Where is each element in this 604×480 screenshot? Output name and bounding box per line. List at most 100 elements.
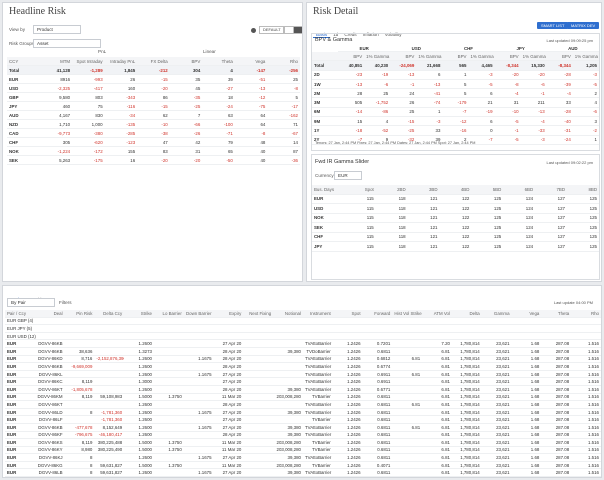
- table-cell: -8,344: [494, 60, 521, 71]
- table-cell: 1.2426: [332, 408, 363, 417]
- table-row[interactable]: EUR DGVV-86LD 8 -1,781,360 1.2600 1.1675 27 Ap…: [5, 408, 601, 417]
- table-row[interactable]: EUR DGVV-86KY 8,980 380,225,490 1.5000 1.3750…: [5, 446, 601, 455]
- table-row[interactable]: EUR DGVV-86KL 1.2600 1.1675 27 Apr 20 TVAttoB…: [5, 370, 601, 379]
- table-cell: 203,008,280: [273, 446, 303, 455]
- table-cell: 0: [468, 125, 495, 136]
- currency-header: USD: [390, 46, 443, 52]
- table-cell: -25: [390, 125, 417, 136]
- table-cell: AUD: [7, 110, 40, 120]
- table-cell: 4: [364, 116, 391, 127]
- table-row[interactable]: EUR DGVV-86KG 8 59,631,827 1.5000 1.3750 11 Ma…: [5, 461, 601, 470]
- table-cell: 4: [202, 65, 235, 75]
- table-cell: 1.2426: [332, 339, 363, 348]
- table-cell: -9,669,009: [64, 362, 95, 371]
- table-row: Total 40,851 40,230 -24,069 21,668 565 4,465 -8…: [312, 60, 599, 71]
- table-cell: 1.2426: [332, 453, 363, 462]
- table-cell: 1.2426: [332, 438, 363, 447]
- table-cell: 1.1675: [183, 453, 214, 462]
- table-cell: 1,780,814: [451, 415, 482, 424]
- table: Pair / Ccy Deal Pin Risk Delta Ccy Strike Lo …: [5, 310, 601, 477]
- default-button[interactable]: DEFAULT: [259, 26, 285, 34]
- tab[interactable]: Volatility: [384, 32, 402, 37]
- table-cell: 121: [407, 241, 440, 252]
- tab[interactable]: Basis: [313, 32, 331, 38]
- tab[interactable]: Credit: [344, 32, 357, 37]
- group-label-text[interactable]: EUR JPY (5): [7, 325, 33, 331]
- tab[interactable]: Inflation: [362, 32, 379, 37]
- group-select[interactable]: By Pair: [7, 298, 55, 307]
- table-cell: [183, 446, 214, 455]
- filters-button[interactable]: Filters: [59, 300, 72, 305]
- table-cell: [392, 347, 423, 356]
- table-cell: [153, 415, 184, 424]
- table-cell: [94, 385, 125, 394]
- table-cell: EUR: [5, 355, 35, 364]
- table-row[interactable]: EUR DGVV-86KD 8,716 -2,152,876,390 1.2600 1.1…: [5, 355, 601, 364]
- table-cell: 1.2426: [332, 347, 363, 356]
- table-row[interactable]: EUR DGVV-86KF -796,675 -46,180,417 1.2600 28 …: [5, 431, 601, 440]
- table-cell: EUR: [7, 74, 40, 84]
- table-cell: 8,152,649: [94, 423, 125, 432]
- risk-groups-select[interactable]: Asset: [33, 39, 101, 48]
- table-cell: 1.68: [511, 370, 542, 379]
- table-row[interactable]: EUR DGVV-86LF -1,781,360 1.2600 27 Apr 20 TVB…: [5, 415, 601, 424]
- smart-list-button[interactable]: SMART LIST: [537, 22, 569, 29]
- table-row[interactable]: EUR DGVV-86KM 8,119 59,108,983 1.5000 1.3750 1…: [5, 393, 601, 402]
- table-row[interactable]: EUR DGVV-86KT 1.2600 28 Apr 20 TVAttoBarrier…: [5, 400, 601, 409]
- table-cell: EUR: [5, 408, 35, 417]
- table-cell: [243, 423, 274, 432]
- table-cell: 27 Apr 20: [213, 453, 244, 462]
- table-cell: 305: [39, 137, 73, 147]
- currency-select[interactable]: EUR: [334, 171, 362, 180]
- table-cell: 287.08: [541, 453, 572, 462]
- table-cell: 1.68: [511, 438, 542, 447]
- table-row[interactable]: EUR DGVV-86KB 38,636 1.3273 28 Apr 20 39,380 T…: [5, 347, 601, 356]
- group-row[interactable]: EUR GBP (4): [5, 317, 601, 326]
- table-row[interactable]: EUR DGVV-86KB -9,669,009 1.2600 28 Apr 20 TVA…: [5, 362, 601, 371]
- table-cell: 1,205: [572, 60, 599, 71]
- matrix-button[interactable]: MATRIX DEV: [567, 22, 600, 29]
- table-cell: 6.81: [392, 423, 423, 432]
- table-cell: TVAttoBarrier: [302, 362, 333, 371]
- table-cell: 125: [471, 232, 504, 242]
- table-cell: 27 Apr 20: [213, 415, 244, 424]
- spacer: [312, 46, 338, 52]
- table-cell: 11 Mar 20: [213, 393, 244, 402]
- table-cell: 1,780,814: [451, 339, 482, 348]
- table-row[interactable]: EUR DGVV-86KC 8,119 1.3000 27 Apr 20 TVAttoBa…: [5, 377, 601, 386]
- table-cell: [243, 400, 274, 409]
- table-cell: 39,380: [273, 423, 303, 432]
- table-cell: -14: [338, 107, 365, 118]
- group-row[interactable]: EUR JPY (5): [5, 324, 601, 333]
- table-row[interactable]: EUR DGVV-86KT -1,805,678 1.2600 28 Apr 20 39,…: [5, 385, 601, 394]
- table-cell: 124: [503, 222, 536, 233]
- group-header: PnL: [98, 49, 107, 54]
- view-by-select[interactable]: Product: [33, 25, 81, 34]
- table-cell: [183, 385, 214, 394]
- table-cell: TVAttoBarrier: [302, 355, 333, 364]
- table-cell: -212: [137, 65, 170, 75]
- group-label-text[interactable]: EUR GBP (4): [7, 318, 34, 324]
- table-cell: EUR: [5, 400, 35, 409]
- table-cell: 1.1675: [183, 423, 214, 432]
- table-cell: -86: [364, 107, 391, 118]
- column-header: Forward: [362, 310, 393, 318]
- tab[interactable]: 1d: [333, 32, 339, 37]
- table-cell: 1.2600: [124, 468, 154, 477]
- icon-button[interactable]: [293, 26, 302, 34]
- updated-text: Last updated 09:09:25 pm: [546, 38, 593, 43]
- table-row[interactable]: EUR DGVV-86KJ 8 1.2600 1.1675 27 Apr 20 39,380…: [5, 453, 601, 462]
- group-row[interactable]: EUR USD (12): [5, 332, 601, 341]
- table-cell: 287.08: [541, 438, 572, 447]
- table-cell: -20: [137, 83, 170, 93]
- table-row: SEK 115 118 121 122 125 124 127 125: [312, 222, 599, 233]
- table-row[interactable]: EUR DGVV-86KB -477,678 8,152,649 1.2600 1.167…: [5, 423, 601, 432]
- table-row[interactable]: EUR DGVV-86KS 8,119 380,225,488 1.5000 1.3750…: [5, 438, 601, 447]
- group-label-text[interactable]: EUR USD (12): [7, 333, 36, 339]
- table-cell: 0.6811: [362, 453, 393, 462]
- column-header: 5BD: [471, 185, 504, 195]
- table-row[interactable]: EUR DGVV-86KB 1.2600 27 Apr 20 TVAttoBarrier…: [5, 339, 601, 348]
- table-row[interactable]: EUR DGVV-86LB 8 59,631,827 1.2600 1.1675 27 Ap…: [5, 468, 601, 477]
- table-cell: 125: [471, 222, 504, 233]
- table-cell: 41,128: [39, 65, 73, 75]
